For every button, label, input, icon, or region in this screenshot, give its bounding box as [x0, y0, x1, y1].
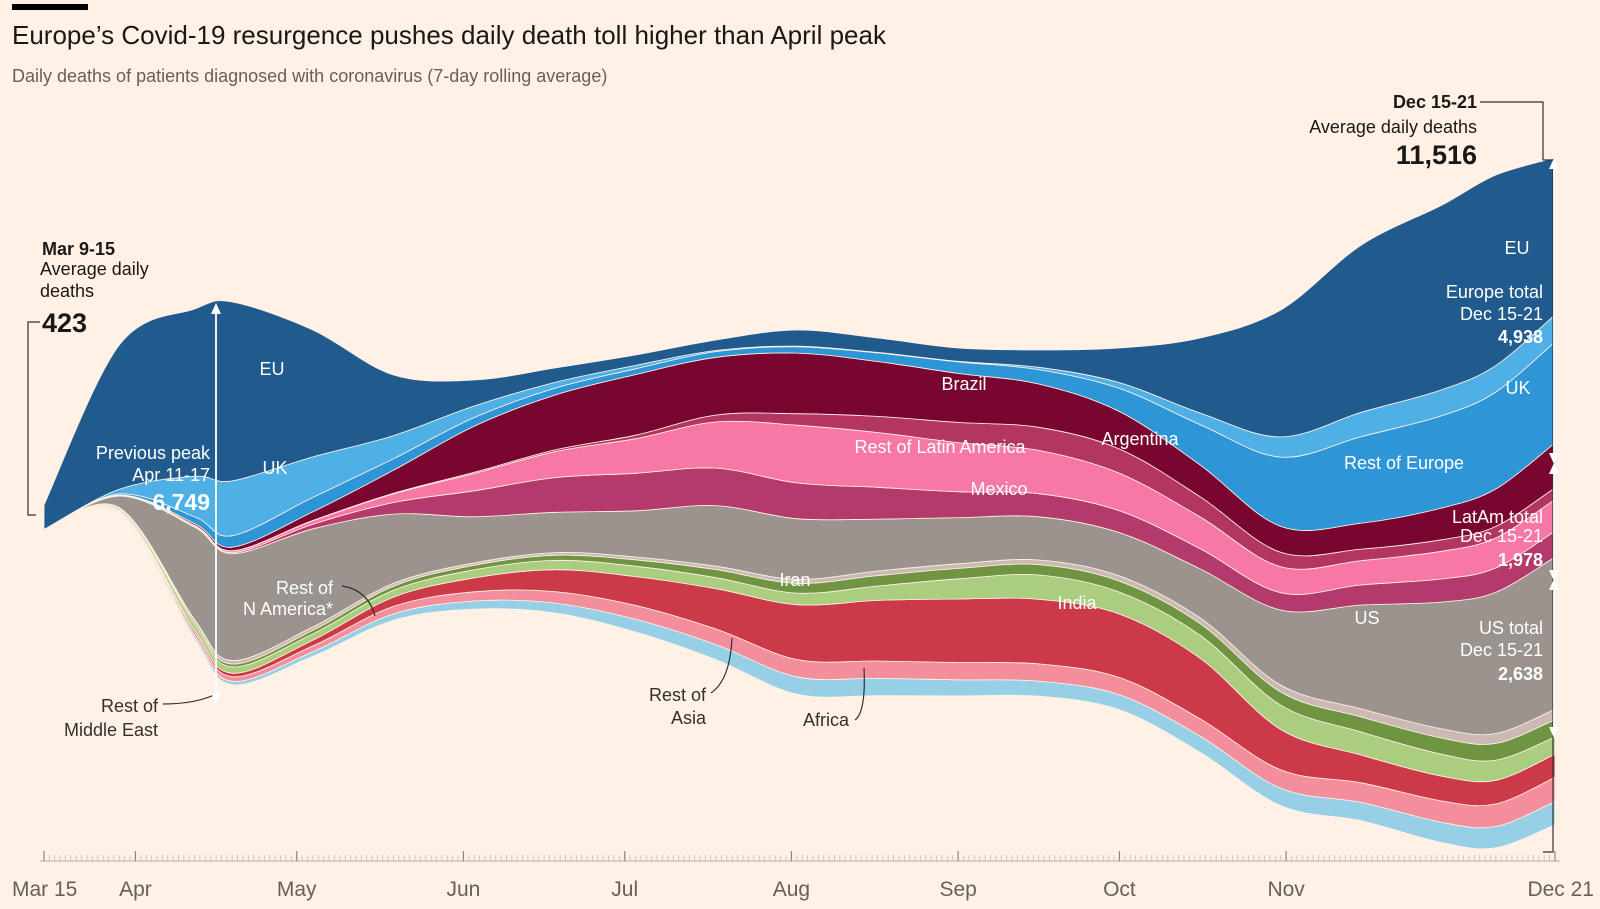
label-rest-middle-east-1: Rest of	[101, 696, 159, 716]
peak-arrow-head-bottom	[211, 693, 221, 704]
europe-total-label: Europe total	[1446, 282, 1543, 302]
end-bracket	[1480, 101, 1554, 853]
label-iran: Iran	[779, 570, 810, 590]
label-eu-right: EU	[1504, 238, 1529, 258]
x-tick-label: Jun	[446, 878, 480, 901]
latam-total-label: LatAm total	[1452, 507, 1543, 527]
us-total-date: Dec 15-21	[1460, 640, 1543, 660]
us-arrow-head-top	[1549, 579, 1559, 590]
x-tick-label: Mar 15	[12, 878, 77, 901]
x-tick-label: Oct	[1103, 878, 1136, 901]
measure-arrows	[211, 158, 1559, 738]
label-uk: UK	[262, 458, 287, 478]
chart-title: Europe’s Covid-19 resurgence pushes dail…	[12, 20, 886, 50]
latam-total-date: Dec 15-21	[1460, 526, 1543, 546]
x-tick-label: Sep	[939, 878, 976, 901]
end-date-label: Dec 15-21	[1393, 92, 1477, 112]
latam-arrow-head-top	[1549, 463, 1559, 474]
europe-total-value: 4,938	[1498, 327, 1543, 347]
leader-rest-n-america	[341, 585, 376, 617]
peak-label: Previous peak	[96, 443, 211, 463]
label-rest-n-america-2: N America*	[243, 599, 333, 619]
x-tick-label: Dec 21	[1527, 878, 1594, 901]
start-value: 423	[42, 308, 87, 338]
label-rest-n-america-1: Rest of	[276, 578, 334, 598]
start-date-label: Mar 9-15	[42, 239, 115, 259]
latam-arrow-head-bottom	[1549, 570, 1559, 581]
label-us: US	[1354, 608, 1379, 628]
europe-arrow-head-bottom	[1549, 453, 1559, 464]
end-desc-label: Average daily deaths	[1309, 117, 1477, 137]
x-axis: Mar 15 Apr May Jun Jul Aug Sep Oct Nov Dec 21	[12, 851, 1594, 901]
label-rest-of-asia-1: Rest of	[649, 685, 707, 705]
label-india: India	[1057, 593, 1097, 613]
label-uk-right: UK	[1505, 378, 1530, 398]
stream-areas	[43, 157, 1556, 850]
label-africa: Africa	[803, 710, 850, 730]
label-mexico: Mexico	[970, 479, 1027, 499]
stream-eu	[43, 157, 1556, 531]
end-value: 11,516	[1396, 140, 1477, 170]
europe-arrow-head-top	[1549, 158, 1559, 169]
x-tick-label: Aug	[773, 878, 810, 901]
us-total-label: US total	[1479, 618, 1543, 638]
label-eu: EU	[259, 359, 284, 379]
peak-date: Apr 11-17	[132, 465, 210, 485]
label-argentina: Argentina	[1101, 429, 1179, 449]
leader-rest-asia	[710, 637, 733, 694]
label-rest-middle-east-2: Middle East	[64, 720, 158, 740]
europe-total-date: Dec 15-21	[1460, 304, 1543, 324]
label-rest-of-europe: Rest of Europe	[1344, 453, 1464, 473]
start-bracket	[27, 321, 40, 516]
leader-rest-middle-east	[162, 693, 217, 705]
leader-africa	[854, 667, 865, 721]
x-tick-label: Jul	[611, 878, 638, 901]
latam-total-value: 1,978	[1498, 550, 1543, 570]
label-rest-of-latin-america: Rest of Latin America	[854, 437, 1026, 457]
brand-rule	[12, 4, 88, 10]
x-tick-label: Nov	[1267, 878, 1305, 901]
start-desc-wrap: Average daily deaths	[40, 259, 149, 301]
x-tick-label: May	[277, 878, 317, 901]
peak-value: 6,749	[152, 489, 210, 515]
chart-subtitle: Daily deaths of patients diagnosed with …	[12, 66, 608, 86]
us-total-value: 2,638	[1498, 664, 1543, 684]
start-desc-label: Average daily deaths	[40, 259, 149, 301]
annotation-lines	[27, 101, 1554, 853]
x-tick-label: Apr	[119, 878, 152, 901]
label-rest-of-asia-2: Asia	[671, 708, 707, 728]
us-arrow-head-bottom	[1549, 727, 1559, 738]
label-brazil: Brazil	[941, 374, 986, 394]
peak-arrow-head-top	[211, 303, 221, 314]
